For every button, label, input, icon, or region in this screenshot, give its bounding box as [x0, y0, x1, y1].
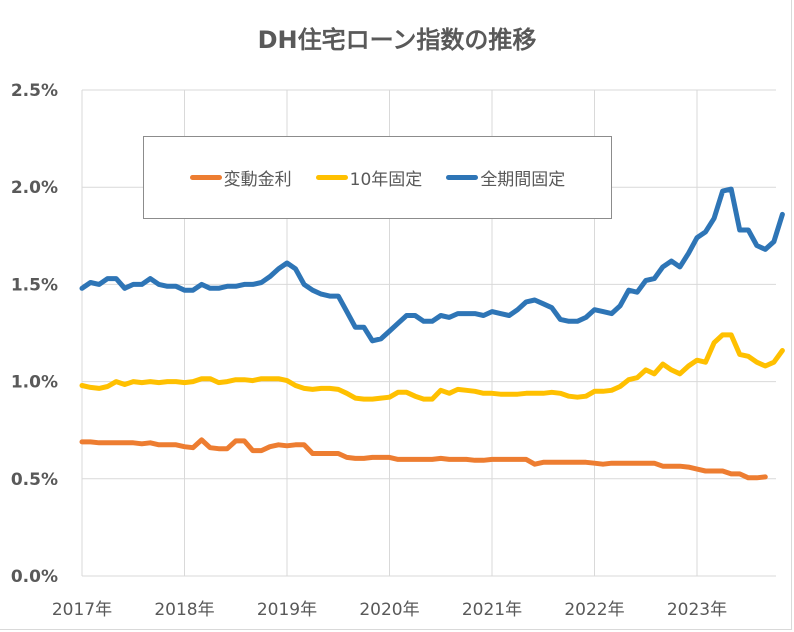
x-tick-label: 2020年 [359, 600, 419, 620]
x-tick-label: 2023年 [667, 600, 727, 620]
y-tick-label: 2.0% [11, 178, 58, 198]
x-tick-label: 2018年 [154, 600, 214, 620]
series-line-0 [79, 437, 768, 481]
legend-swatch-orange [189, 175, 222, 180]
legend-label: 変動金利 [223, 170, 292, 190]
legend-item-hendo: 変動金利 [189, 165, 292, 190]
series-line-1 [79, 332, 785, 402]
y-axis-labels: 0.0% 0.5% 1.0% 1.5% 2.0% 2.5% [11, 81, 58, 587]
x-tick-label: 2021年 [462, 600, 522, 620]
legend: 変動金利 10年固定 全期間固定 [143, 136, 612, 219]
x-tick-label: 2022年 [564, 600, 624, 620]
series-line-2 [79, 186, 785, 344]
legend-swatch-blue [446, 175, 479, 180]
series-lines [79, 186, 785, 481]
x-tick-label: 2019年 [257, 600, 317, 620]
chart-title: DH住宅ローン指数の推移 [257, 26, 537, 54]
y-tick-label: 1.5% [11, 275, 58, 295]
y-tick-label: 0.5% [11, 470, 58, 490]
y-tick-label: 1.0% [11, 373, 58, 393]
legend-label: 10年固定 [349, 170, 423, 190]
y-tick-label: 2.5% [11, 81, 58, 101]
legend-item-10year: 10年固定 [315, 165, 423, 190]
legend-item-fullterm: 全期間固定 [446, 165, 565, 190]
x-tick-label: 2017年 [52, 600, 112, 620]
legend-swatch-yellow [315, 175, 348, 180]
legend-label: 全期間固定 [480, 170, 566, 190]
y-tick-label: 0.0% [11, 567, 58, 587]
x-axis-labels: 2017年 2018年 2019年 2020年 2021年 2022年 2023年 [52, 600, 727, 620]
